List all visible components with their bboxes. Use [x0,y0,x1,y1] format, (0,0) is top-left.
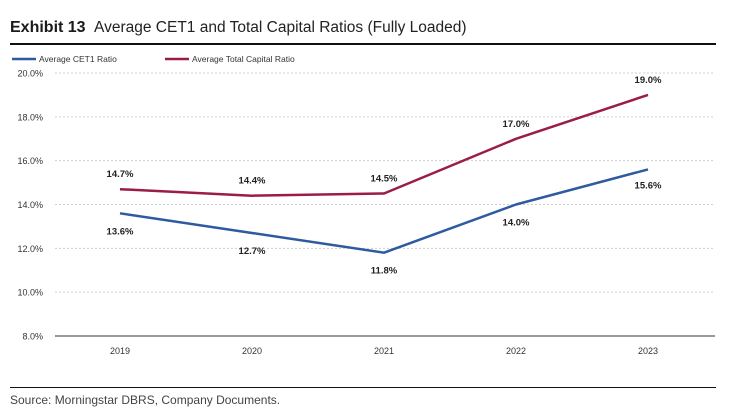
source-note: Source: Morningstar DBRS, Company Docume… [10,393,281,407]
series-line [119,168,649,254]
exhibit-label: Exhibit 13 [10,19,86,36]
y-tick-label: 14.0% [17,200,43,210]
data-label: 15.6% [635,180,662,191]
x-tick-label: 2022 [506,346,526,356]
legend-label: Average CET1 Ratio [39,54,117,64]
legend-label: Average Total Capital Ratio [192,54,295,64]
data-label: 13.6% [107,226,134,237]
top-rule [10,43,716,45]
y-tick-label: 20.0% [17,69,43,79]
series-line [119,93,649,197]
y-tick-label: 16.0% [17,156,43,166]
x-tick-label: 2019 [110,346,130,356]
x-tick-label: 2023 [638,346,658,356]
data-label: 19.0% [635,75,662,86]
chart-title: Average CET1 and Total Capital Ratios (F… [94,19,467,36]
chart-header: Exhibit 13 Average CET1 and Total Capita… [10,19,467,37]
y-tick-label: 18.0% [17,112,43,122]
data-label: 14.4% [239,176,266,187]
bottom-rule [10,387,716,388]
data-label: 14.7% [107,169,134,180]
data-label: 17.0% [503,119,530,130]
y-tick-label: 8.0% [22,332,43,342]
y-tick-label: 10.0% [17,288,43,298]
data-label: 12.7% [239,246,266,257]
data-label: 11.8% [371,266,398,277]
data-label: 14.0% [503,218,530,229]
y-tick-label: 12.0% [17,244,43,254]
data-label: 14.5% [371,174,398,185]
x-tick-label: 2021 [374,346,394,356]
x-tick-label: 2020 [242,346,262,356]
